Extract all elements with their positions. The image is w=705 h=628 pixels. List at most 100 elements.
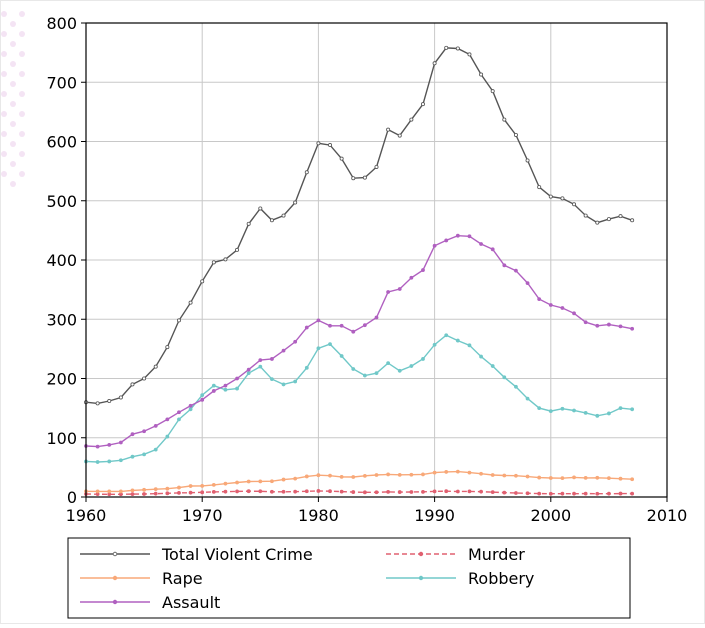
data-point-robbery — [95, 460, 100, 464]
data-point-rape — [432, 470, 437, 475]
data-point-murder — [479, 489, 483, 494]
data-point-murder — [572, 491, 576, 496]
data-point-murder — [455, 489, 460, 494]
y-tick-label: 800 — [46, 14, 77, 33]
data-point-murder — [607, 491, 611, 496]
data-point-assault — [630, 326, 635, 331]
data-point-rape — [607, 476, 611, 481]
decor-dot — [19, 131, 25, 137]
data-point-rape — [223, 481, 228, 486]
data-point-total-violent-crime — [583, 213, 588, 218]
data-point-total-violent-crime — [211, 260, 216, 265]
legend-entry-assault: Assault — [80, 593, 220, 612]
data-point-rape — [502, 473, 507, 478]
data-point-murder — [386, 490, 391, 494]
data-point-total-violent-crime — [409, 117, 414, 122]
data-point-robbery — [455, 338, 460, 343]
legend: Total Violent Crime Murder Rape Robbery Assa… — [67, 537, 631, 619]
data-point-murder — [618, 491, 623, 496]
data-point-total-violent-crime — [502, 117, 507, 122]
data-point-robbery — [351, 367, 356, 371]
data-point-murder — [177, 491, 181, 495]
x-tick-label: 1990 — [414, 506, 455, 525]
data-point-robbery — [560, 406, 565, 411]
data-point-murder — [200, 490, 205, 495]
data-point-total-violent-crime — [293, 200, 298, 205]
data-point-assault — [165, 417, 170, 422]
data-point-murder — [525, 491, 530, 496]
data-point-murder — [304, 489, 309, 494]
data-point-assault — [107, 442, 112, 447]
data-point-robbery — [118, 458, 123, 463]
data-point-total-violent-crime — [513, 132, 518, 137]
y-tick-label: 100 — [46, 429, 77, 448]
data-point-assault — [316, 318, 321, 323]
data-point-rape — [479, 471, 483, 476]
data-point-total-violent-crime — [107, 399, 112, 404]
legend-marker — [112, 575, 118, 581]
data-point-rape — [548, 476, 553, 480]
data-point-murder — [258, 489, 263, 494]
legend-marker — [112, 599, 118, 605]
data-point-murder — [142, 492, 147, 496]
data-point-rape — [630, 477, 635, 482]
data-point-total-violent-crime — [304, 170, 309, 175]
grid-lines — [85, 22, 668, 498]
x-tick-label: 1980 — [298, 506, 339, 525]
data-point-total-violent-crime — [362, 175, 367, 180]
data-point-murder — [223, 489, 228, 494]
data-point-robbery — [525, 396, 530, 401]
data-point-rape — [153, 487, 158, 492]
legend-entry-total-violent-crime: Total Violent Crime — [80, 545, 313, 564]
data-point-total-violent-crime — [258, 206, 263, 211]
decor-dot — [19, 91, 25, 97]
data-point-rape — [188, 484, 193, 488]
decorative-dot-pattern — [1, 11, 25, 187]
data-point-total-violent-crime — [235, 247, 240, 252]
data-point-assault — [339, 323, 344, 328]
series-rape — [84, 469, 635, 494]
legend-marker — [112, 551, 118, 557]
data-point-robbery — [142, 452, 147, 457]
data-point-murder — [339, 489, 344, 494]
data-point-murder — [595, 491, 600, 496]
legend-entry-robbery: Robbery — [386, 569, 534, 588]
x-tick-label: 2010 — [647, 506, 688, 525]
data-point-murder — [281, 489, 286, 494]
data-point-assault — [270, 357, 274, 361]
data-point-assault — [211, 389, 216, 393]
data-point-rape — [386, 472, 391, 477]
decor-dot — [1, 111, 7, 117]
data-point-rape — [618, 476, 623, 481]
data-point-assault — [479, 242, 483, 246]
data-point-assault — [409, 275, 414, 280]
data-point-rape — [211, 482, 216, 487]
data-point-total-violent-crime — [95, 401, 100, 406]
data-point-murder — [514, 491, 518, 495]
data-point-rape — [421, 472, 425, 477]
series-robbery — [84, 333, 635, 464]
data-point-rape — [246, 479, 251, 484]
data-point-total-violent-crime — [118, 395, 123, 400]
data-point-assault — [130, 432, 135, 437]
data-point-total-violent-crime — [490, 89, 495, 94]
data-point-murder — [374, 490, 379, 495]
data-point-robbery — [479, 354, 483, 359]
data-point-murder — [293, 489, 298, 494]
data-point-total-violent-crime — [339, 156, 344, 161]
data-point-robbery — [235, 386, 239, 391]
data-point-total-violent-crime — [176, 318, 181, 323]
data-point-rape — [374, 473, 379, 477]
data-point-assault — [223, 383, 228, 388]
legend-box — [67, 537, 631, 619]
data-point-total-violent-crime — [374, 164, 379, 169]
legend-marker — [418, 575, 424, 581]
data-point-total-violent-crime — [432, 61, 437, 66]
data-point-robbery — [432, 342, 437, 347]
data-point-murder — [432, 489, 437, 494]
data-point-murder — [560, 491, 565, 496]
data-point-rape — [293, 476, 298, 481]
data-point-rape — [165, 486, 170, 491]
data-point-murder — [467, 489, 472, 494]
